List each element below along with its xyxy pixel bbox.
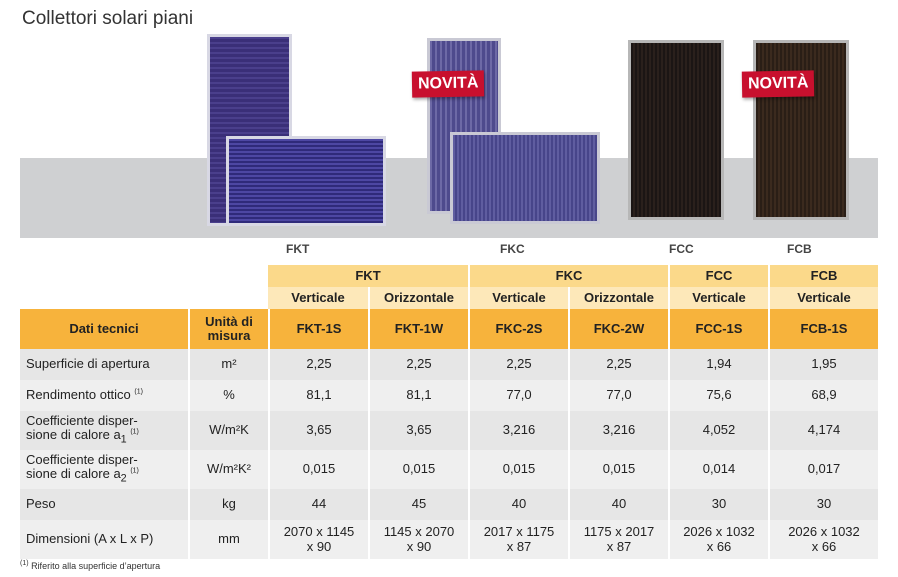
orientation-header: Verticale <box>268 287 368 309</box>
cell: 40 <box>468 489 568 520</box>
caption-fkc: FKC <box>500 242 525 256</box>
cell: 77,0 <box>468 380 568 411</box>
new-badge: NOVITÀ <box>411 70 485 98</box>
fkc-horizontal-collector-image <box>450 132 600 224</box>
cell: 2,25 <box>368 349 468 380</box>
caption-fcc: FCC <box>669 242 694 256</box>
cell: 45 <box>368 489 468 520</box>
cell: 0,015 <box>568 450 668 489</box>
fkt-horizontal-collector-image <box>226 136 386 226</box>
cell: 2026 x 1032 x 66 <box>768 520 878 559</box>
cell: 4,052 <box>668 411 768 450</box>
column-header-unit: Unità di misura <box>188 309 268 349</box>
table-row: Coefficiente disper-sione di calore a2 (… <box>20 450 878 489</box>
row-unit: kg <box>188 489 268 520</box>
cell: 68,9 <box>768 380 878 411</box>
cell: 81,1 <box>268 380 368 411</box>
table-row: Rendimento ottico (1) % 81,1 81,1 77,0 7… <box>20 380 878 411</box>
caption-fkt: FKT <box>286 242 310 256</box>
cell: 2070 x 1145 x 90 <box>268 520 368 559</box>
row-unit: mm <box>188 520 268 559</box>
cell: 0,015 <box>468 450 568 489</box>
cell: 0,014 <box>668 450 768 489</box>
cell: 40 <box>568 489 668 520</box>
table-row: Dimensioni (A x L x P) mm 2070 x 1145 x 9… <box>20 520 878 559</box>
model-header: FKC-2W <box>568 309 668 349</box>
model-header: FCB-1S <box>768 309 878 349</box>
cell: 2,25 <box>468 349 568 380</box>
row-unit: % <box>188 380 268 411</box>
row-unit: m² <box>188 349 268 380</box>
table-row: Superficie di apertura m² 2,25 2,25 2,25… <box>20 349 878 380</box>
cell: 1,94 <box>668 349 768 380</box>
group-header: FCC <box>668 265 768 287</box>
cell: 1145 x 2070 x 90 <box>368 520 468 559</box>
model-header: FKT-1S <box>268 309 368 349</box>
group-header: FCB <box>768 265 878 287</box>
cell: 3,65 <box>268 411 368 450</box>
fcc-collector-image <box>628 40 724 220</box>
cell: 3,216 <box>468 411 568 450</box>
model-header: FKT-1W <box>368 309 468 349</box>
new-badge: NOVITÀ <box>741 70 815 98</box>
cell: 0,015 <box>368 450 468 489</box>
page-title: Collettori solari piani <box>22 8 194 29</box>
cell: 2,25 <box>268 349 368 380</box>
row-unit: W/m²K <box>188 411 268 450</box>
cell: 75,6 <box>668 380 768 411</box>
orientation-header: Orizzontale <box>368 287 468 309</box>
cell: 44 <box>268 489 368 520</box>
cell: 2017 x 1175 x 87 <box>468 520 568 559</box>
model-header: FKC-2S <box>468 309 568 349</box>
group-header: FKC <box>468 265 668 287</box>
row-label: Peso <box>26 496 56 512</box>
cell: 2,25 <box>568 349 668 380</box>
cell: 3,216 <box>568 411 668 450</box>
cell: 0,015 <box>268 450 368 489</box>
caption-fcb: FCB <box>787 242 812 256</box>
cell: 2026 x 1032 x 66 <box>668 520 768 559</box>
specs-table: FKT FKC FCC FCB Verticale Orizzontale Ve… <box>20 265 878 559</box>
cell: 0,017 <box>768 450 878 489</box>
cell: 1175 x 2017 x 87 <box>568 520 668 559</box>
row-unit: W/m²K² <box>188 450 268 489</box>
row-label: Coefficiente disper-sione di calore a2 (… <box>26 452 139 485</box>
row-label: Superficie di apertura <box>26 356 150 372</box>
cell: 4,174 <box>768 411 878 450</box>
row-label: Coefficiente disper-sione di calore a1 (… <box>26 413 139 446</box>
orientation-header: Verticale <box>468 287 568 309</box>
model-header: FCC-1S <box>668 309 768 349</box>
column-header-label: Dati tecnici <box>20 309 188 349</box>
cell: 30 <box>668 489 768 520</box>
table-row: Coefficiente disper-sione di calore a1 (… <box>20 411 878 450</box>
cell: 3,65 <box>368 411 468 450</box>
cell: 81,1 <box>368 380 468 411</box>
cell: 30 <box>768 489 878 520</box>
group-header: FKT <box>268 265 468 287</box>
row-label: Rendimento ottico (1) <box>26 387 143 403</box>
orientation-header: Verticale <box>668 287 768 309</box>
footnote: (1) Riferito alla superficie d’apertura <box>20 560 161 571</box>
cell: 1,95 <box>768 349 878 380</box>
row-label: Dimensioni (A x L x P) <box>26 531 154 547</box>
table-row: Peso kg 44 45 40 40 30 30 <box>20 489 878 520</box>
fcb-collector-image <box>753 40 849 220</box>
cell: 77,0 <box>568 380 668 411</box>
orientation-header: Orizzontale <box>568 287 668 309</box>
orientation-header: Verticale <box>768 287 878 309</box>
